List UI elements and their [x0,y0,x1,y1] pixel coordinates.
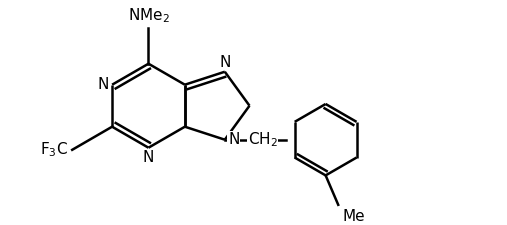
Text: N: N [97,77,108,92]
Text: N: N [219,55,231,70]
Text: N: N [228,132,239,147]
Text: CH$_2$: CH$_2$ [247,130,278,149]
Text: NMe$_2$: NMe$_2$ [128,6,169,25]
Text: N: N [143,150,154,165]
Text: F$_3$C: F$_3$C [40,140,68,159]
Text: Me: Me [342,209,365,224]
